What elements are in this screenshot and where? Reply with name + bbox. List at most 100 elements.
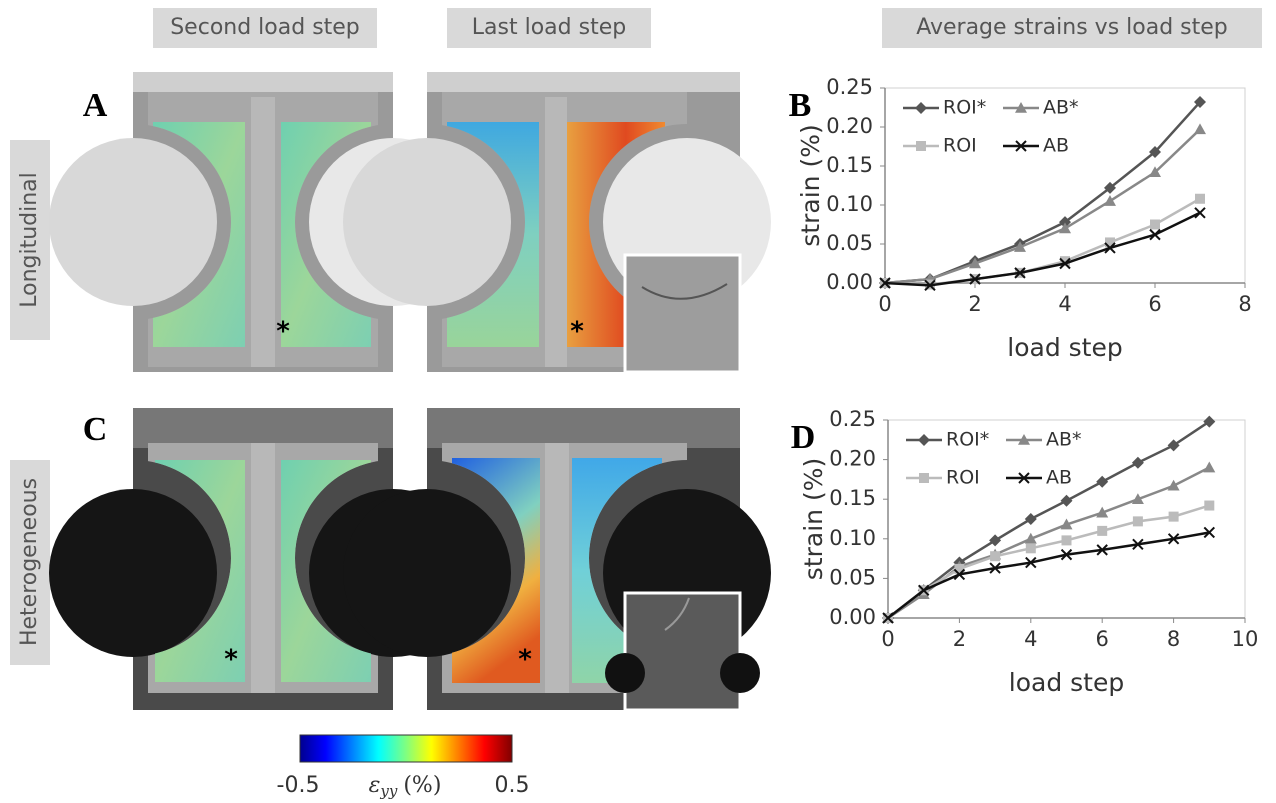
marker xyxy=(1060,548,1073,561)
marker xyxy=(1131,456,1144,469)
series-line xyxy=(887,420,1210,619)
marker xyxy=(1149,228,1161,241)
y-tick-label: 0.05 xyxy=(826,231,873,255)
series-line xyxy=(884,101,1201,285)
x-tick-label: 8 xyxy=(1167,627,1180,651)
marker xyxy=(1149,145,1161,158)
marker xyxy=(1059,257,1071,270)
y-tick-label: 0.00 xyxy=(829,605,876,629)
marker xyxy=(1096,544,1108,556)
y-tick-label: 0.25 xyxy=(829,407,876,431)
marker xyxy=(915,102,927,114)
y-tick-label: 0.10 xyxy=(826,192,873,216)
x-tick-label: 4 xyxy=(1058,292,1071,316)
x-tick-label: 0 xyxy=(881,627,894,651)
marker xyxy=(1096,475,1109,488)
marker xyxy=(1018,472,1030,484)
marker xyxy=(989,534,1002,547)
marker xyxy=(1203,461,1216,473)
marker xyxy=(1024,513,1037,525)
marker xyxy=(969,257,981,269)
marker xyxy=(969,273,981,285)
legend-label: AB xyxy=(1046,467,1072,489)
series-line xyxy=(887,466,1210,620)
column-header: Second load step xyxy=(170,15,360,40)
colorbar-label: εyy (%) xyxy=(369,773,442,800)
marker xyxy=(917,584,930,596)
header-box xyxy=(153,8,377,48)
marker xyxy=(1194,207,1206,219)
panel-letter: A xyxy=(83,87,108,124)
y-tick-label: 0.00 xyxy=(826,270,873,294)
y-axis-title: strain (%) xyxy=(799,458,828,580)
marker xyxy=(953,568,966,581)
marker xyxy=(1104,242,1116,254)
annotation: * xyxy=(570,317,584,347)
marker xyxy=(1131,493,1144,504)
marker xyxy=(1018,434,1030,445)
marker xyxy=(989,562,1001,574)
series-line xyxy=(884,197,1201,286)
y-tick-label: 0.10 xyxy=(829,526,876,550)
marker xyxy=(1167,533,1180,545)
marker xyxy=(1204,500,1215,511)
marker xyxy=(1059,222,1071,234)
x-tick-label: 0 xyxy=(878,292,891,316)
legend-label: ROI xyxy=(943,135,977,157)
y-axis-title: strain (%) xyxy=(796,124,825,246)
row-header: Heterogeneous xyxy=(17,478,42,646)
series-line xyxy=(884,128,1201,285)
legend-label: ROI* xyxy=(946,429,989,451)
marker xyxy=(1132,516,1143,527)
marker xyxy=(1025,556,1037,569)
marker xyxy=(882,612,894,624)
x-tick-label: 6 xyxy=(1096,627,1109,651)
marker xyxy=(1203,415,1216,428)
marker xyxy=(990,551,1001,562)
legend-label: ROI xyxy=(946,467,980,489)
panel-letter: B xyxy=(789,87,812,124)
marker xyxy=(1105,237,1115,248)
series-line xyxy=(887,504,1210,619)
row-box xyxy=(10,460,50,665)
marker xyxy=(1104,181,1116,194)
x-axis-title: load step xyxy=(1007,333,1122,362)
y-tick-label: 0.20 xyxy=(826,114,873,138)
colorbar-max: 0.5 xyxy=(495,773,530,798)
marker xyxy=(1014,241,1026,252)
marker xyxy=(924,279,936,292)
specimen-image: * xyxy=(343,72,771,374)
x-tick-label: 2 xyxy=(968,292,981,316)
column-header: Average strains vs load step xyxy=(916,15,1228,40)
marker xyxy=(1024,532,1037,544)
marker xyxy=(1097,525,1108,536)
specimen-image: * xyxy=(343,408,771,712)
panel-letter: D xyxy=(791,419,816,456)
colorbar-min: -0.5 xyxy=(277,773,320,798)
marker xyxy=(1060,518,1073,530)
x-tick-label: 8 xyxy=(1238,292,1251,316)
y-tick-label: 0.15 xyxy=(829,486,876,510)
marker xyxy=(1061,535,1072,546)
marker xyxy=(918,434,930,446)
marker xyxy=(1014,267,1026,279)
series-line xyxy=(884,211,1201,287)
marker xyxy=(1149,166,1161,178)
annotation: * xyxy=(518,645,532,675)
legend-label: AB* xyxy=(1046,429,1082,451)
panel-letter: C xyxy=(83,411,108,448)
marker xyxy=(1194,123,1206,135)
colorbar xyxy=(299,734,513,763)
marker xyxy=(954,563,965,574)
row-box xyxy=(10,140,50,340)
marker xyxy=(1015,102,1027,113)
subscript: yy xyxy=(379,782,397,800)
header-box xyxy=(882,8,1262,48)
header-box xyxy=(447,8,651,48)
marker xyxy=(1025,543,1036,554)
marker xyxy=(1096,506,1109,518)
marker xyxy=(1167,479,1180,491)
x-tick-label: 6 xyxy=(1148,292,1161,316)
row-header: Longitudinal xyxy=(17,172,42,308)
